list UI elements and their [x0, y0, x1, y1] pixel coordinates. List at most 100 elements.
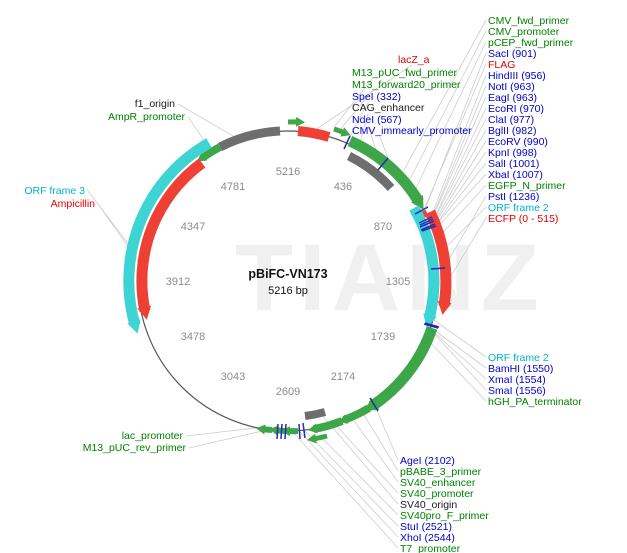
site-label-ecori: EcoRI (970)	[488, 103, 544, 115]
feature-labels-right: CMV_fwd_primer CMV_promoter pCEP_fwd_pri…	[488, 15, 574, 225]
site-tick-xmai-smai	[423, 323, 439, 329]
feature-arc-sv40-promoter	[308, 417, 344, 434]
feature-labels-lower-right: ORF frame 2 BamHI (1550) XmaI (1554) Sma…	[488, 352, 582, 408]
leader-line	[439, 206, 487, 254]
site-label-bamhi: BamHI (1550)	[488, 363, 553, 375]
feature-label-orf-frame-2-bottom: ORF frame 2	[488, 352, 549, 364]
leader-lines	[87, 19, 487, 549]
tick-label: 2174	[331, 371, 355, 383]
leader-line	[443, 195, 487, 269]
feature-arc-ecfp	[425, 209, 452, 315]
tick-label: 870	[374, 221, 392, 233]
leader-line	[347, 102, 369, 141]
feature-labels-top: lacZ_a M13_pUC_fwd_primer M13_forward20_…	[352, 54, 472, 137]
feature-label-hgh-pa-terminator: hGH_PA_terminator	[488, 396, 582, 408]
feature-label-sv40-origin: SV40_origin	[400, 499, 457, 511]
leader-line	[432, 118, 487, 223]
plasmid-name: pBiFC-VN173	[248, 267, 327, 281]
site-label-ecorv: EcoRV (990)	[488, 136, 548, 148]
leader-line	[433, 140, 487, 226]
feature-arc-ampr-promoter	[197, 143, 222, 162]
feature-label-lac-promoter: lac_promoter	[122, 430, 184, 442]
tick-label: 3478	[181, 331, 205, 343]
leader-line	[291, 430, 399, 549]
site-tick-spei	[343, 135, 351, 150]
leader-line	[299, 431, 399, 538]
tick-label: 4781	[221, 181, 245, 193]
site-tick-agei	[369, 397, 379, 412]
feature-label-f1-origin: f1_origin	[135, 98, 175, 110]
watermark-text: TIANZ	[235, 225, 545, 331]
leader-line	[436, 184, 487, 240]
feature-arcs	[123, 116, 452, 444]
site-tick-bottom-1	[284, 423, 287, 440]
leader-line	[423, 335, 487, 402]
feature-label-ampicillin: Ampicillin	[51, 198, 96, 210]
feature-label-lacz-a: lacZ_a	[398, 54, 430, 66]
feature-arc-lacz-a	[297, 126, 331, 142]
plasmid-size: 5216 bp	[268, 285, 308, 297]
leader-line	[427, 326, 487, 391]
leader-line	[435, 173, 487, 230]
leader-line	[433, 129, 487, 224]
tick-label: 3043	[221, 371, 245, 383]
tick-label: 4347	[181, 221, 205, 233]
site-tick-saci	[414, 206, 429, 215]
feature-arc-f1-origin	[217, 126, 281, 152]
feature-label-sv40pro-f-primer: SV40pro_F_primer	[400, 510, 489, 522]
leader-line	[87, 190, 134, 251]
feature-label-pcep-fwd-primer: pCEP_fwd_primer	[488, 37, 574, 49]
feature-label-m13-forward20-primer: M13_forward20_primer	[352, 79, 461, 91]
leader-line	[430, 317, 487, 358]
feature-arc-sv40pro-f-primer	[307, 433, 328, 444]
leader-line	[320, 413, 399, 505]
site-tick-kpni	[420, 223, 436, 231]
feature-label-egfp-n-primer: EGFP_N_primer	[488, 180, 566, 192]
leader-line	[311, 64, 413, 133]
leader-line	[408, 30, 487, 182]
feature-arc-sv40-enhancer	[338, 404, 372, 424]
tick-label: 436	[334, 181, 352, 193]
site-label-saci: SacI (901)	[488, 48, 536, 60]
leader-line	[431, 96, 487, 220]
site-tick-ecori	[419, 218, 434, 226]
leader-line	[351, 417, 399, 483]
feature-label-orf-frame-3: ORF frame 3	[24, 185, 85, 197]
site-label-eagi: EagI (963)	[488, 92, 537, 104]
tick-label: 2609	[276, 386, 300, 398]
feature-label-flag: FLAG	[488, 59, 515, 71]
site-label-smai: SmaI (1556)	[488, 385, 546, 397]
leader-line	[431, 85, 487, 219]
leader-line	[338, 90, 373, 132]
leader-line	[374, 405, 399, 461]
feature-arc-hgh-pa-terminator	[364, 326, 438, 411]
site-label-ndei: NdeI (567)	[352, 114, 402, 126]
tick-label: 1739	[371, 331, 395, 343]
feature-arc-cag-enhancer	[346, 151, 395, 192]
leader-line	[432, 107, 487, 222]
feature-arc-m13-forward20-primer	[333, 126, 351, 137]
site-tick-psti	[430, 267, 446, 270]
position-tick-labels: 5216 436 870 1305 1739 2174 2609 3043 34…	[166, 166, 410, 398]
feature-arc-ampicillin	[136, 158, 206, 320]
leader-line	[413, 41, 487, 193]
site-tick-xbai	[421, 225, 437, 232]
site-tick-ndei	[377, 157, 389, 171]
site-label-sali: SalI (1001)	[488, 158, 539, 170]
site-label-noti: NotI (963)	[488, 81, 535, 93]
site-label-clai: ClaI (977)	[488, 114, 534, 126]
site-label-psti: PstI (1236)	[488, 191, 539, 203]
site-tick-ecorv	[419, 220, 435, 228]
site-tick-bottom-2	[280, 423, 283, 440]
feature-label-cmv-immearly-promoter: CMV_immearly_promoter	[352, 125, 472, 137]
site-label-xmai: XmaI (1554)	[488, 374, 546, 386]
site-tick-bamhi	[424, 322, 440, 328]
leader-line	[185, 426, 265, 437]
leader-line	[434, 162, 487, 228]
feature-label-orf-frame-2-top: ORF frame 2	[488, 202, 549, 214]
feature-label-cmv-fwd-primer: CMV_fwd_primer	[488, 15, 570, 27]
feature-label-pbabe-3-primer: pBABE_3_primer	[400, 466, 482, 478]
feature-label-ampr-promoter: AmpR_promoter	[108, 111, 186, 123]
